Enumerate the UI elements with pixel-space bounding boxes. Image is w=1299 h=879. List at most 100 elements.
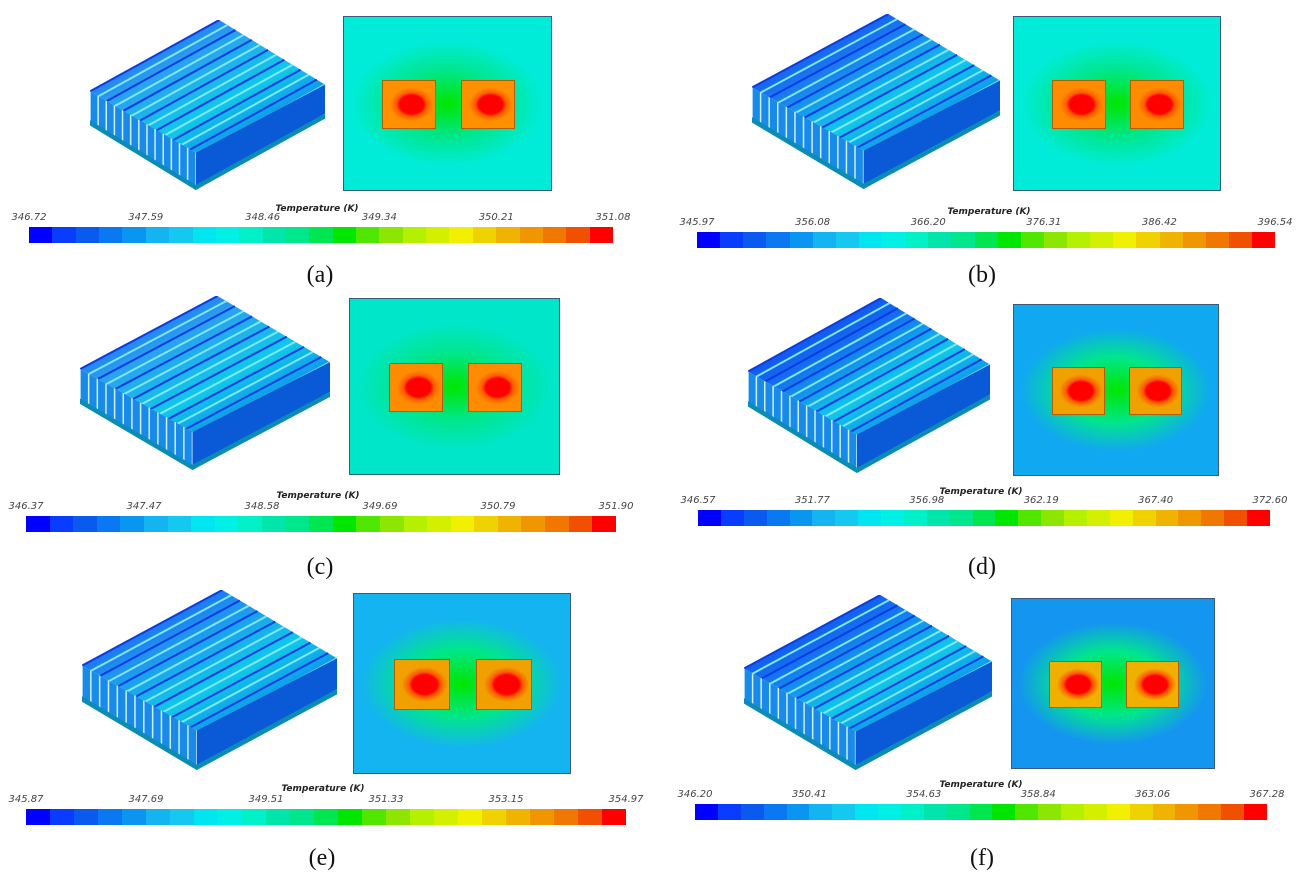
colorbar-swatch bbox=[49, 516, 74, 532]
colorbar-swatch bbox=[858, 232, 882, 248]
colorbar-swatch bbox=[314, 809, 338, 825]
colorbar-tick-label: 372.60 bbox=[1252, 495, 1288, 506]
colorbar-swatch bbox=[835, 232, 859, 248]
colorbar-tick-label: 356.08 bbox=[795, 217, 831, 228]
colorbar-swatch bbox=[1129, 804, 1153, 820]
colorbar bbox=[29, 227, 613, 243]
colorbar-tick-label: 356.98 bbox=[909, 495, 945, 506]
colorbar-swatch bbox=[766, 232, 790, 248]
colorbar-swatch bbox=[497, 516, 522, 532]
colorbar-swatch bbox=[191, 516, 215, 532]
colorbar-swatch bbox=[789, 510, 813, 526]
colorbar-swatch bbox=[946, 804, 970, 820]
colorbar-swatch bbox=[194, 809, 218, 825]
colorbar-swatch bbox=[717, 804, 741, 820]
colorbar-swatch bbox=[96, 516, 121, 532]
colorbar-swatch bbox=[1086, 510, 1110, 526]
colorbar bbox=[698, 510, 1270, 526]
colorbar-swatch bbox=[238, 516, 262, 532]
colorbar-swatch bbox=[458, 809, 482, 825]
colorbar-tick-label: 354.63 bbox=[906, 789, 942, 800]
colorbar-swatch bbox=[145, 227, 170, 243]
colorbar-title: Temperature (K) bbox=[947, 207, 1031, 217]
colorbar-tick-label: 396.54 bbox=[1257, 217, 1293, 228]
colorbar-tick-label: 350.21 bbox=[478, 212, 514, 223]
colorbar-swatch bbox=[1109, 510, 1133, 526]
colorbar-swatch bbox=[1228, 232, 1252, 248]
colorbar-title: Temperature (K) bbox=[276, 491, 360, 501]
heat-sink-3d-view bbox=[89, 19, 326, 190]
colorbar-swatch bbox=[789, 232, 813, 248]
heat-source bbox=[460, 80, 515, 129]
colorbar-swatch bbox=[542, 227, 567, 243]
colorbar-title: Temperature (K) bbox=[939, 780, 1023, 790]
colorbar-tick-label: 345.97 bbox=[679, 217, 715, 228]
panel-label: (f) bbox=[970, 845, 994, 871]
colorbar-title: Temperature (K) bbox=[275, 204, 359, 214]
colorbar-tick-label: 367.40 bbox=[1138, 495, 1174, 506]
colorbar-swatch bbox=[26, 809, 50, 825]
colorbar-swatch bbox=[519, 227, 543, 243]
colorbar bbox=[697, 232, 1276, 248]
colorbar-swatch bbox=[120, 516, 144, 532]
heat-source bbox=[1129, 367, 1183, 415]
colorbar-swatch bbox=[1152, 804, 1176, 820]
colorbar-tick-label: 376.31 bbox=[1026, 217, 1062, 228]
colorbar-swatch bbox=[1221, 804, 1244, 820]
colorbar-swatch bbox=[261, 516, 286, 532]
colorbar-tick-label: 351.08 bbox=[595, 212, 631, 223]
colorbar-swatch bbox=[1244, 804, 1267, 820]
colorbar-swatch bbox=[1182, 232, 1206, 248]
colorbar-tick-label: 346.37 bbox=[8, 501, 44, 512]
colorbar-swatch bbox=[386, 809, 410, 825]
colorbar-swatch bbox=[832, 804, 856, 820]
colorbar-swatch bbox=[786, 804, 810, 820]
colorbar-swatch bbox=[1252, 232, 1276, 248]
colorbar-swatch bbox=[698, 510, 721, 526]
colorbar-swatch bbox=[697, 232, 721, 248]
colorbar-swatch bbox=[1090, 232, 1114, 248]
panel-label: (d) bbox=[968, 554, 996, 580]
panel-label: (b) bbox=[968, 262, 996, 288]
colorbar-swatch bbox=[1038, 804, 1061, 820]
colorbar-swatch bbox=[720, 510, 744, 526]
heat-sink-render bbox=[743, 594, 993, 774]
colorbar-swatch bbox=[997, 232, 1021, 248]
colorbar-swatch bbox=[1178, 510, 1202, 526]
colorbar-swatch bbox=[75, 227, 100, 243]
colorbar-swatch bbox=[1132, 510, 1156, 526]
colorbar-swatch bbox=[1018, 510, 1042, 526]
colorbar-swatch bbox=[882, 232, 906, 248]
heat-source bbox=[468, 362, 523, 413]
colorbar-swatch bbox=[855, 804, 878, 820]
colorbar-tick-label: 362.19 bbox=[1023, 495, 1059, 506]
heat-source bbox=[382, 80, 437, 129]
colorbar-tick-label: 354.97 bbox=[608, 794, 644, 805]
heat-source bbox=[1126, 660, 1179, 709]
colorbar-swatch bbox=[266, 809, 290, 825]
colorbar-swatch bbox=[1067, 232, 1091, 248]
base-plate-contour bbox=[1011, 598, 1215, 769]
heat-sink-3d-view bbox=[79, 295, 331, 470]
colorbar-tick-label: 358.84 bbox=[1020, 789, 1056, 800]
colorbar-swatch bbox=[403, 516, 428, 532]
colorbar-tick-label: 350.79 bbox=[480, 501, 516, 512]
colorbar-swatch bbox=[926, 510, 950, 526]
colorbar-tick-label: 353.15 bbox=[488, 794, 524, 805]
base-plate-contour bbox=[1013, 16, 1221, 191]
heat-sink-render bbox=[81, 589, 338, 774]
heat-source bbox=[1049, 660, 1102, 709]
colorbar-swatch bbox=[763, 804, 787, 820]
colorbar-tick-label: 346.20 bbox=[677, 789, 713, 800]
colorbar-tick-label: 346.57 bbox=[680, 495, 716, 506]
colorbar-tick-label: 345.87 bbox=[8, 794, 44, 805]
colorbar-swatch bbox=[410, 809, 434, 825]
colorbar-swatch bbox=[1247, 510, 1270, 526]
colorbar-swatch bbox=[589, 227, 613, 243]
colorbar-swatch bbox=[449, 227, 473, 243]
colorbar-swatch bbox=[809, 804, 833, 820]
colorbar-swatch bbox=[1201, 510, 1225, 526]
colorbar-swatch bbox=[1064, 510, 1087, 526]
colorbar-swatch bbox=[426, 227, 450, 243]
colorbar-swatch bbox=[450, 516, 475, 532]
